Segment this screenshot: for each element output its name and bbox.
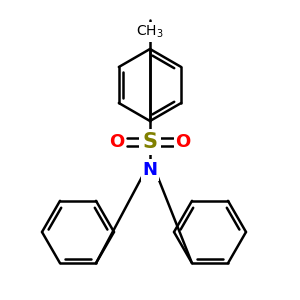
Text: O: O [110,133,124,151]
Text: N: N [142,161,158,179]
Text: CH$_3$: CH$_3$ [136,24,164,40]
Text: O: O [176,133,190,151]
Text: S: S [142,132,158,152]
